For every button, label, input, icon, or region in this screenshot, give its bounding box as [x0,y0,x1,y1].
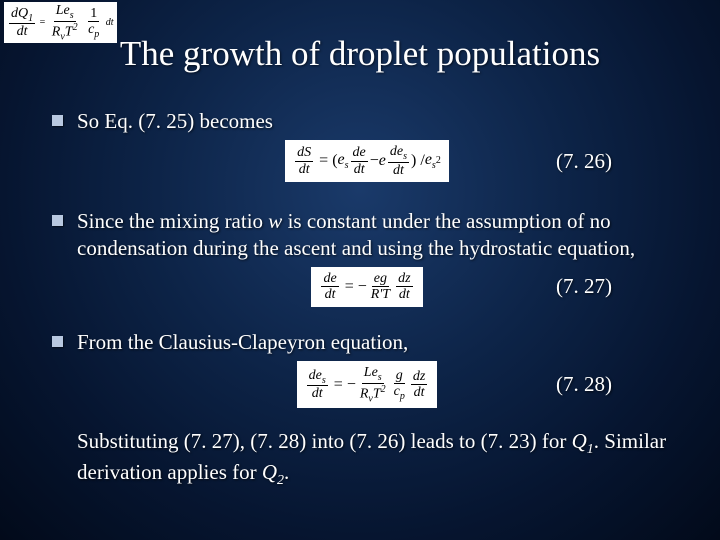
square-bullet-icon [52,215,63,226]
square-bullet-icon [52,336,63,347]
square-bullet-icon [52,115,63,126]
slide-content: So Eq. (7. 25) becomes dSdt = (es dedt −… [0,108,720,490]
equation-728: desdt = − LesRvT2 gcp dzdt [297,361,438,408]
bullet-item: Since the mixing ratio w is constant und… [52,208,682,261]
equation-727: dedt = − egR'T dzdt [311,267,422,307]
bullet-text: So Eq. (7. 25) becomes [77,108,273,134]
bullet-item: From the Clausius-Clapeyron equation, [52,329,682,355]
equation-number: (7. 26) [556,149,612,174]
bullet-text: Since the mixing ratio w is constant und… [77,208,682,261]
equation-row: desdt = − LesRvT2 gcp dzdt (7. 28) [52,361,682,408]
equation-number: (7. 28) [556,372,612,397]
equation-number: (7. 27) [556,274,612,299]
equation-row: dSdt = (es dedt − e desdt) / es2 (7. 26) [52,140,682,182]
bullet-item: So Eq. (7. 25) becomes [52,108,682,134]
closing-text: Substituting (7. 27), (7. 28) into (7. 2… [52,428,682,490]
bullet-text: From the Clausius-Clapeyron equation, [77,329,408,355]
equation-726: dSdt = (es dedt − e desdt) / es2 [285,140,449,182]
corner-equation-box: dQ1dt = LesRvT2 1cp dt [4,2,117,43]
equation-row: dedt = − egR'T dzdt (7. 27) [52,267,682,307]
